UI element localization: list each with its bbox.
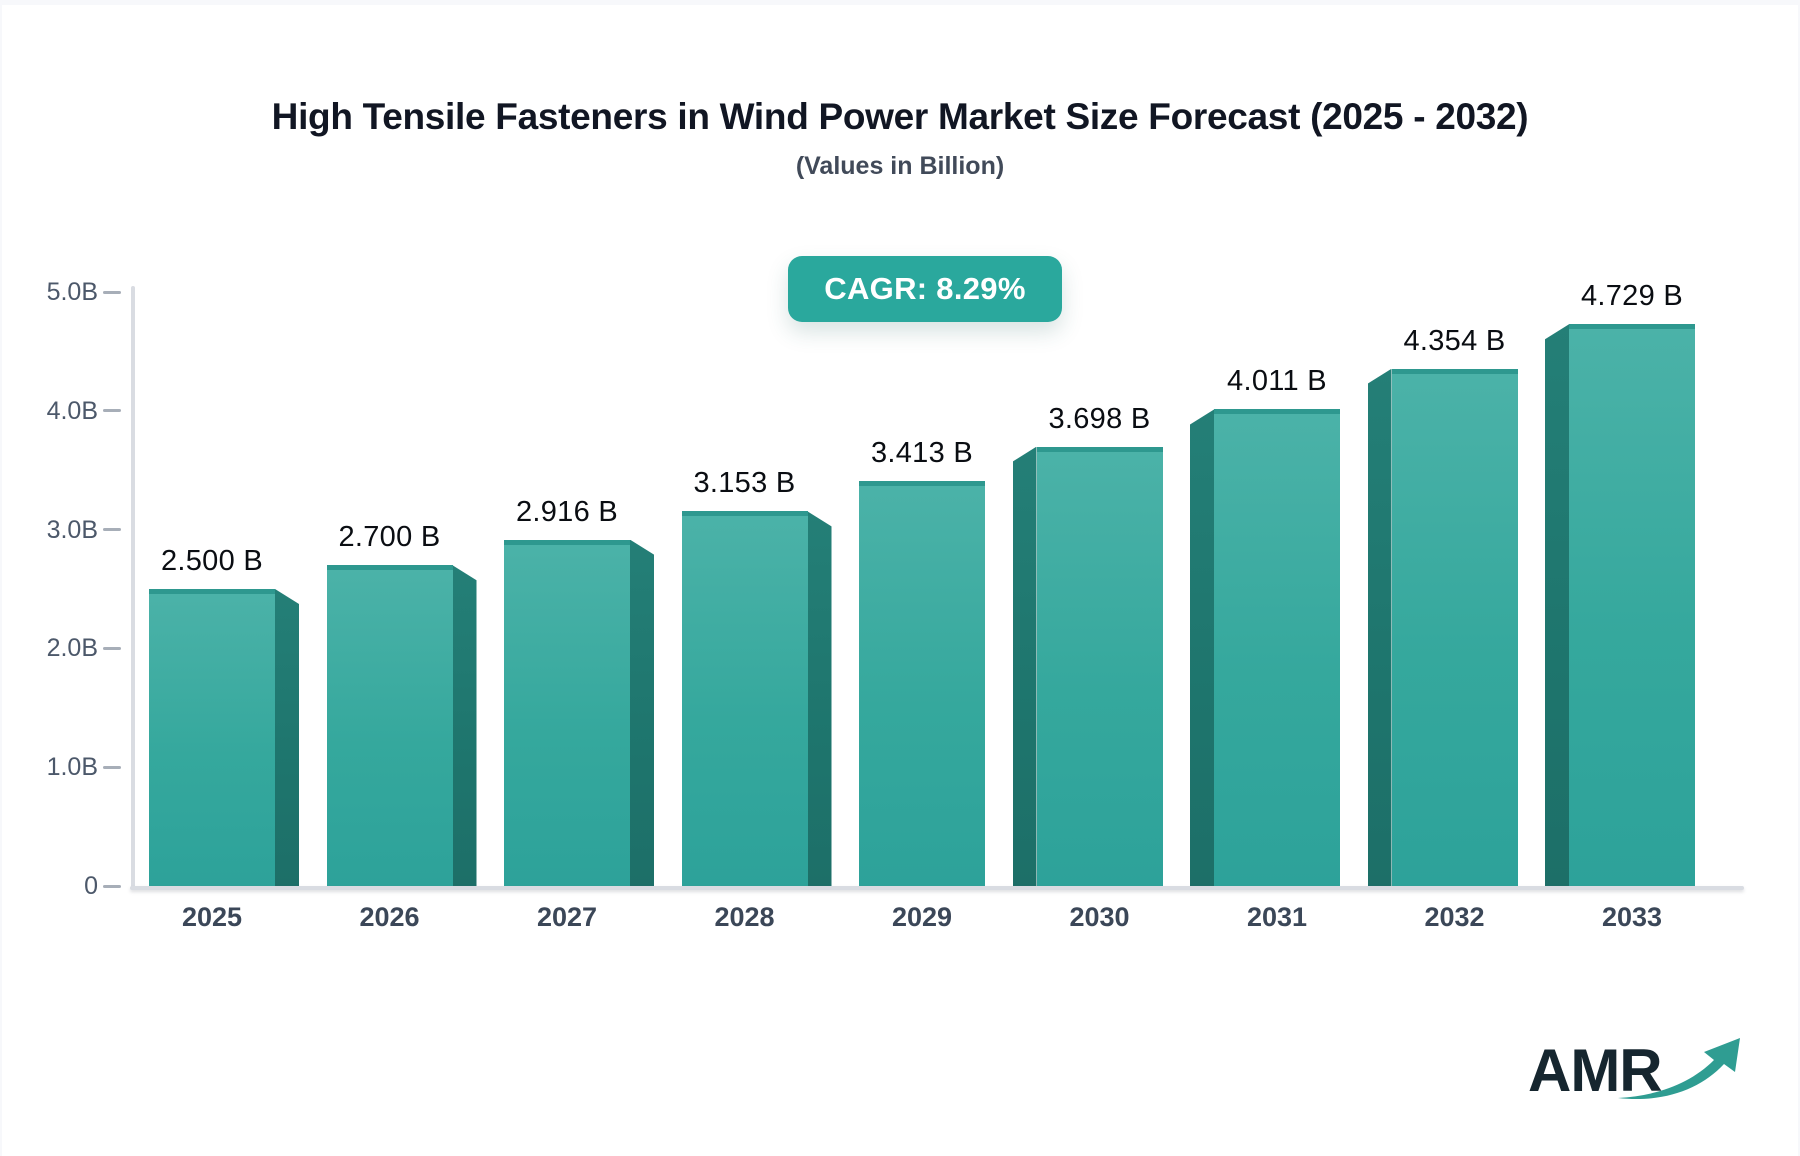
y-axis-tick	[103, 528, 121, 532]
bar	[859, 480, 985, 886]
logo-growth-arrow-icon	[1618, 1038, 1740, 1100]
bar-side-face	[1545, 324, 1569, 886]
bar-side-face	[630, 539, 654, 886]
bar-side-face	[807, 511, 832, 886]
x-axis-label: 2028	[714, 902, 775, 932]
x-axis-label: 2025	[181, 902, 243, 932]
bar	[1391, 368, 1518, 886]
bar-value-label: 4.729 B	[1580, 280, 1684, 313]
y-axis-label: 1.0B	[46, 753, 98, 782]
y-axis-label: 0	[84, 872, 98, 900]
bar-side-face	[1012, 446, 1037, 886]
amr-logo: AMR	[1528, 1028, 1748, 1118]
chart-title: High Tensile Fasteners in Wind Power Mar…	[271, 96, 1529, 137]
chart-subtitle: (Values in Billion)	[795, 152, 1005, 180]
bar-value-label: 2.700 B	[338, 521, 441, 554]
page-edge-left	[0, 0, 2, 1156]
x-axis-label: 2031	[1246, 902, 1308, 932]
y-axis-tick	[103, 290, 121, 294]
bar-value-label: 3.698 B	[1048, 402, 1151, 435]
bar	[681, 511, 808, 886]
y-axis-tick	[103, 765, 121, 769]
y-axis-tick	[103, 646, 121, 650]
bar-value-label: 2.500 B	[160, 545, 264, 577]
y-axis-line	[131, 286, 135, 890]
bar-side-face	[275, 589, 299, 886]
amr-logo-text: AMR	[1528, 1037, 1663, 1104]
y-axis-label: 2.0B	[46, 634, 98, 663]
bar-value-label: 4.354 B	[1403, 324, 1506, 357]
y-axis-label: 4.0B	[46, 396, 98, 425]
bar	[1214, 409, 1340, 886]
x-axis-label: 2032	[1424, 902, 1485, 932]
bar	[326, 565, 453, 886]
bar-side-face	[1367, 368, 1392, 886]
bar-value-label: 4.011 B	[1227, 365, 1327, 398]
bar	[1569, 324, 1695, 886]
y-axis-label: 3.0B	[46, 515, 98, 544]
bar	[504, 539, 630, 886]
x-axis-label: 2027	[536, 902, 598, 932]
x-axis-line	[130, 886, 1744, 890]
y-axis-tick	[103, 884, 121, 888]
bar	[149, 589, 275, 886]
bar-value-label: 2.916 B	[515, 495, 619, 528]
bar-value-label: 3.153 B	[693, 467, 796, 500]
y-axis-label: 5.0B	[46, 278, 98, 306]
page-edge-strip	[0, 0, 1800, 5]
bar-value-label: 3.413 B	[870, 436, 974, 469]
x-axis-label: 2026	[359, 902, 420, 932]
x-axis-label: 2033	[1601, 902, 1663, 932]
cagr-badge: CAGR: 8.29%	[788, 256, 1062, 322]
y-axis-tick	[103, 409, 121, 413]
bar-side-face	[1190, 409, 1214, 886]
x-axis-label: 2029	[891, 902, 953, 932]
x-axis-label: 2030	[1069, 902, 1130, 932]
bar	[1036, 446, 1163, 886]
page-edge-right	[1798, 0, 1800, 1156]
bar-side-face	[452, 565, 477, 886]
